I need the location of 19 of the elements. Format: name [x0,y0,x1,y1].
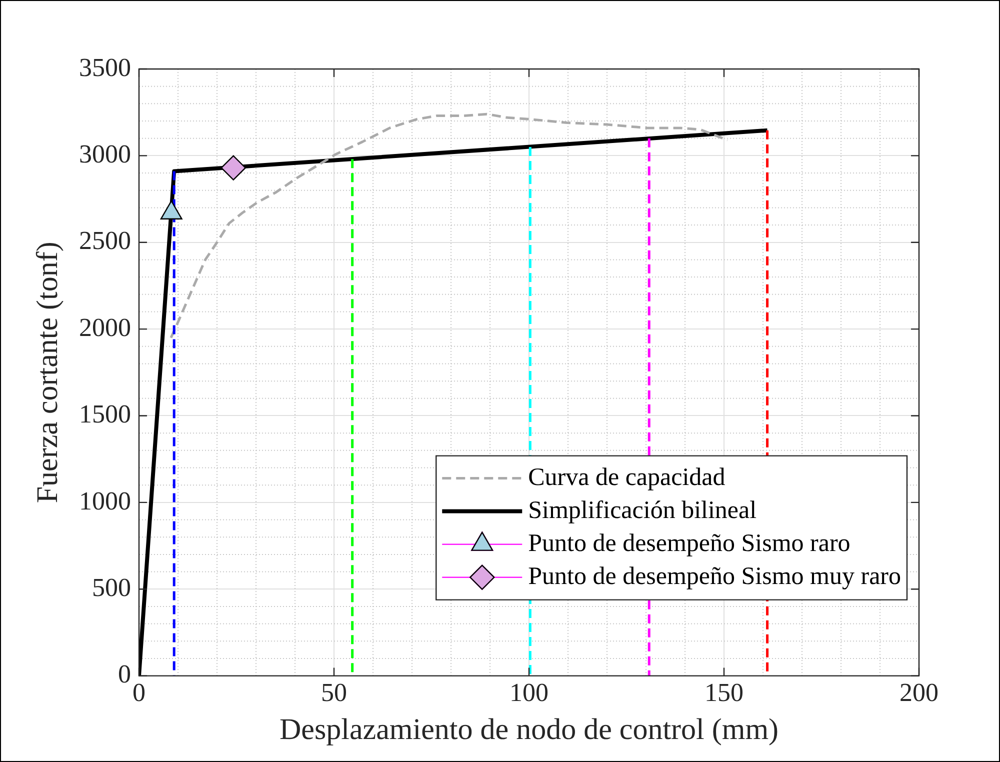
x-axis-title: Desplazamiento de nodo de control (mm) [279,712,779,746]
y-tick-label: 3500 [79,52,131,82]
y-axis-title: Fuerza cortante (tonf) [30,242,64,504]
line-series [170,112,729,339]
legend-label: Punto de desempeño Sismo muy raro [528,562,902,590]
y-tick-label: 3000 [79,140,131,169]
y-tick-label: 0 [118,660,131,689]
x-tick-label: 200 [900,678,938,708]
legend-label: Punto de desempeño Sismo raro [528,530,850,557]
y-tick-label: 500 [92,572,131,602]
y-tick-label: 2000 [79,312,131,342]
y-tick-label: 2500 [79,226,131,256]
x-tick-label: 50 [321,678,347,708]
y-tick-label: 1000 [79,486,131,516]
legend-label: Simplificación bilineal [528,496,757,524]
legend-label: Curva de capacidad [528,464,726,491]
y-tick-label: 1500 [79,400,131,429]
x-tick-label: 150 [704,678,744,708]
x-tick-label: 100 [510,678,548,708]
